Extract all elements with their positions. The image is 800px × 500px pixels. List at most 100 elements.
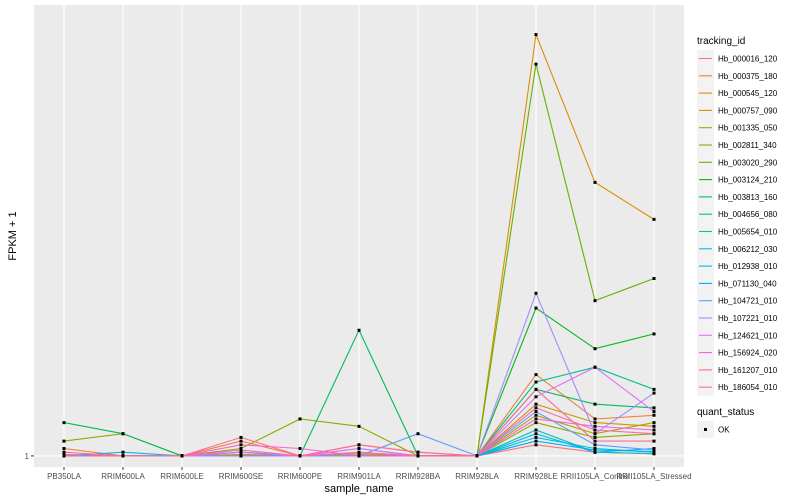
data-point [534,428,538,432]
status-legend-point [704,428,707,431]
data-point [534,402,538,406]
data-point [652,421,656,425]
data-point [593,450,597,454]
data-point [593,432,597,436]
x-tick-label: RRIM600LE [160,472,204,481]
data-point [652,448,656,452]
x-tick-label: RRIM928BA [396,472,441,481]
data-point [357,328,361,332]
data-point [357,443,361,447]
data-point [298,417,302,421]
data-point [652,413,656,417]
data-point [652,410,656,414]
status-legend-title: quant_status [697,407,754,418]
data-point [534,33,538,37]
data-point [652,332,656,336]
data-point [593,402,597,406]
data-point [121,454,125,458]
data-point [534,435,538,439]
legend-label: Hb_107221_010 [718,314,778,323]
legend-label: Hb_006212_030 [718,245,778,254]
legend-label: Hb_003124_210 [718,176,778,185]
data-point [534,432,538,436]
legend-label: Hb_003813_160 [718,193,778,202]
y-tick-label: 1 [25,452,30,461]
status-legend-label: OK [718,426,730,435]
data-point [416,454,420,458]
data-point [652,439,656,443]
legend-label: Hb_000545_120 [718,89,778,98]
x-tick-label: RRIM600SE [219,472,263,481]
data-point [652,406,656,410]
status-legend: OK [697,421,730,438]
data-point [298,454,302,458]
x-tick-label: RRIM928LA [455,472,499,481]
data-point [62,421,66,425]
legend-label: Hb_004656_080 [718,210,778,219]
x-tick-label: RRIM901LA [337,472,381,481]
data-point [239,448,243,452]
data-point [121,432,125,436]
data-point [534,62,538,66]
data-point [593,448,597,452]
data-point [534,291,538,295]
data-point [534,417,538,421]
y-axis-ticks: 1 [25,452,34,461]
data-point [534,443,538,447]
data-point [180,454,184,458]
legend-label: Hb_000757_090 [718,106,778,115]
data-point [62,439,66,443]
x-tick-label: RRII105LA_Control [560,472,630,481]
legend-label: Hb_000375_180 [718,72,778,81]
data-point [534,421,538,425]
legend-label: Hb_003020_290 [718,158,778,167]
data-point [534,306,538,310]
data-point [357,424,361,428]
data-point [121,450,125,454]
x-tick-label: RRII105LA_Stressed [616,472,691,481]
x-axis-ticks: PB350LA RRIM600LA RRIM600LE RRIM600SE RRIM60… [47,467,692,481]
data-point [652,217,656,221]
data-point [416,450,420,454]
legend-label: Hb_186054_010 [718,383,778,392]
data-point [239,443,243,447]
legend-label: Hb_161207_010 [718,366,778,375]
legend-label: Hb_071130_040 [718,279,777,288]
x-axis-title: sample_name [324,483,393,495]
x-tick-label: PB350LA [47,472,81,481]
data-point [593,443,597,447]
data-point [652,387,656,391]
data-point [593,417,597,421]
data-point [534,406,538,410]
data-point [62,454,66,458]
data-point [534,413,538,417]
x-tick-label: RRIM600LA [101,472,145,481]
x-tick-label: RRIM928LE [514,472,558,481]
data-point [239,435,243,439]
data-points [62,33,656,458]
legend-title: tracking_id [697,36,745,47]
legend-label: Hb_001335_050 [718,124,778,133]
legend-label: Hb_005654_010 [718,228,778,237]
y-axis-title: FPKM + 1 [7,211,19,260]
data-point [534,439,538,443]
data-point [593,365,597,369]
data-point [416,432,420,436]
data-point [593,424,597,428]
data-point [593,180,597,184]
data-point [239,439,243,443]
data-point [593,347,597,351]
legend-label: Hb_104721_010 [718,297,778,306]
data-point [357,450,361,454]
data-point [534,387,538,391]
data-point [239,454,243,458]
data-point [593,435,597,439]
legend-label: Hb_002811_340 [718,141,777,150]
data-point [239,450,243,454]
data-point [652,432,656,436]
x-tick-label: RRIM600PE [278,472,322,481]
data-point [534,373,538,377]
data-point [357,454,361,458]
data-point [62,450,66,454]
